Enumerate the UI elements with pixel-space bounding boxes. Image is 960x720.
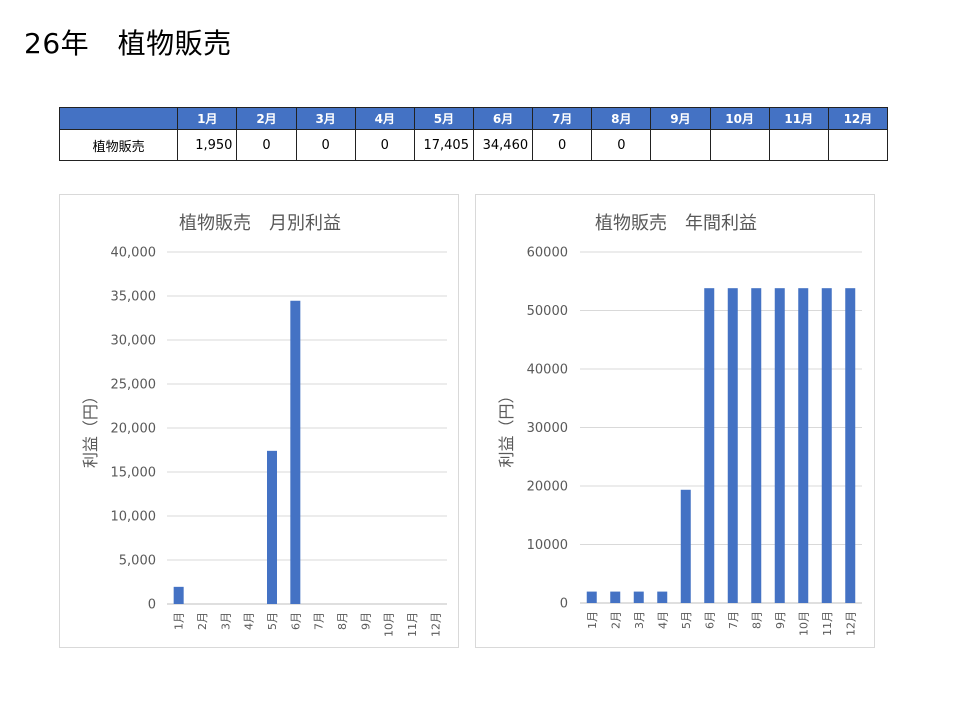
x-tick-label: 7月 xyxy=(727,611,740,629)
value-cell: 0 xyxy=(236,129,297,161)
y-tick-label: 20,000 xyxy=(111,422,157,437)
x-tick-label: 2月 xyxy=(609,611,622,629)
monthly-profit-chart: 植物販売 月別利益 0 5,000 10,000 15,000 20,000 25,000 3… xyxy=(59,194,459,648)
x-tick-label: 5月 xyxy=(680,611,693,629)
value-cell: 1,950 xyxy=(177,129,238,161)
y-tick-label: 40000 xyxy=(527,363,568,378)
bar xyxy=(774,288,785,603)
value-cell: 0 xyxy=(354,129,415,161)
month-header: 12月 xyxy=(827,107,889,130)
month-header: 7月 xyxy=(532,107,593,130)
y-tick-label: 30000 xyxy=(527,421,568,436)
x-tick-label: 4月 xyxy=(656,611,669,629)
month-header: 8月 xyxy=(591,107,652,130)
value-cell: 34,460 xyxy=(472,129,534,161)
y-tick-label: 0 xyxy=(560,597,568,612)
page-title: 26年 植物販売 xyxy=(24,27,232,60)
bar xyxy=(845,288,856,603)
y-axis-title: 利益（円） xyxy=(497,387,516,467)
month-header: 11月 xyxy=(768,107,829,130)
y-tick-label: 50000 xyxy=(527,304,568,319)
x-tick-label: 10月 xyxy=(797,611,810,636)
y-tick-label: 10000 xyxy=(527,538,568,553)
month-header: 4月 xyxy=(354,107,415,130)
value-cell: 0 xyxy=(295,129,356,161)
bar xyxy=(610,591,621,603)
y-axis-title: 利益（円） xyxy=(81,388,100,468)
y-tick-label: 10,000 xyxy=(111,510,157,525)
y-tick-label: 30,000 xyxy=(111,334,157,349)
month-header: 1月 xyxy=(177,107,238,130)
y-tick-label: 35,000 xyxy=(111,290,157,305)
monthly-chart-svg: 植物販売 月別利益 0 5,000 10,000 15,000 20,000 25,000 3… xyxy=(81,213,447,637)
row-label: 植物販売 xyxy=(58,129,179,161)
x-tick-label: 8月 xyxy=(750,611,763,629)
x-tick-label: 1月 xyxy=(173,612,186,630)
x-tick-label: 4月 xyxy=(243,612,256,630)
x-tick-label: 6月 xyxy=(289,612,302,630)
bar xyxy=(290,300,301,604)
x-tick-label: 8月 xyxy=(336,612,349,630)
annual-chart-svg: 植物販売 年間利益 0 10000 20000 30000 40000 50000 60000… xyxy=(497,213,862,636)
month-header: 6月 xyxy=(472,107,534,130)
month-header: 10月 xyxy=(709,107,770,130)
x-tick-label: 9月 xyxy=(774,611,787,629)
value-cell xyxy=(650,129,711,161)
month-header: 5月 xyxy=(413,107,474,130)
bar xyxy=(704,288,715,603)
x-tick-label: 2月 xyxy=(196,612,209,630)
value-cell xyxy=(709,129,770,161)
value-cell: 0 xyxy=(591,129,652,161)
bar xyxy=(586,591,597,603)
x-tick-label: 3月 xyxy=(633,611,646,629)
bar xyxy=(680,489,691,603)
y-tick-label: 15,000 xyxy=(111,466,157,481)
x-tick-label: 12月 xyxy=(844,611,857,636)
bar xyxy=(633,591,644,603)
bar xyxy=(267,450,277,604)
x-tick-label: 1月 xyxy=(586,611,599,629)
bar xyxy=(798,288,809,603)
bar xyxy=(657,591,668,603)
x-tick-label: 9月 xyxy=(359,612,372,630)
chart-title: 植物販売 年間利益 xyxy=(595,213,757,234)
value-cell xyxy=(827,129,889,161)
table-header-row: 1月 2月 3月 4月 5月 6月 7月 8月 9月 10月 11月 12月 xyxy=(58,107,889,130)
x-tick-label: 7月 xyxy=(313,612,326,630)
x-tick-label: 3月 xyxy=(219,612,232,630)
x-tick-label: 11月 xyxy=(406,612,419,637)
table-row: 植物販売 1,950 0 0 0 17,405 34,460 0 0 xyxy=(58,129,889,161)
bar xyxy=(727,288,738,603)
y-tick-label: 60000 xyxy=(527,246,568,261)
annual-profit-chart: 植物販売 年間利益 0 10000 20000 30000 40000 50000 60000… xyxy=(475,194,875,648)
value-cell: 0 xyxy=(532,129,593,161)
y-tick-label: 25,000 xyxy=(111,378,157,393)
sales-summary-table: 1月 2月 3月 4月 5月 6月 7月 8月 9月 10月 11月 12月 植… xyxy=(58,107,889,161)
x-tick-label: 5月 xyxy=(266,612,279,630)
y-tick-label: 5,000 xyxy=(119,554,156,569)
value-cell xyxy=(768,129,829,161)
y-tick-label: 0 xyxy=(148,598,156,613)
x-tick-label: 11月 xyxy=(821,611,834,636)
bar xyxy=(173,586,184,604)
x-tick-label: 10月 xyxy=(383,612,396,637)
chart-title: 植物販売 月別利益 xyxy=(179,213,341,234)
bar xyxy=(751,288,762,603)
y-tick-label: 20000 xyxy=(527,480,568,495)
x-tick-label: 12月 xyxy=(429,612,442,637)
value-cell: 17,405 xyxy=(413,129,474,161)
month-header: 3月 xyxy=(295,107,356,130)
y-tick-label: 40,000 xyxy=(111,246,157,261)
x-tick-label: 6月 xyxy=(703,611,716,629)
bar xyxy=(821,288,832,603)
month-header: 2月 xyxy=(236,107,297,130)
table-corner-cell xyxy=(58,107,179,130)
month-header: 9月 xyxy=(650,107,711,130)
